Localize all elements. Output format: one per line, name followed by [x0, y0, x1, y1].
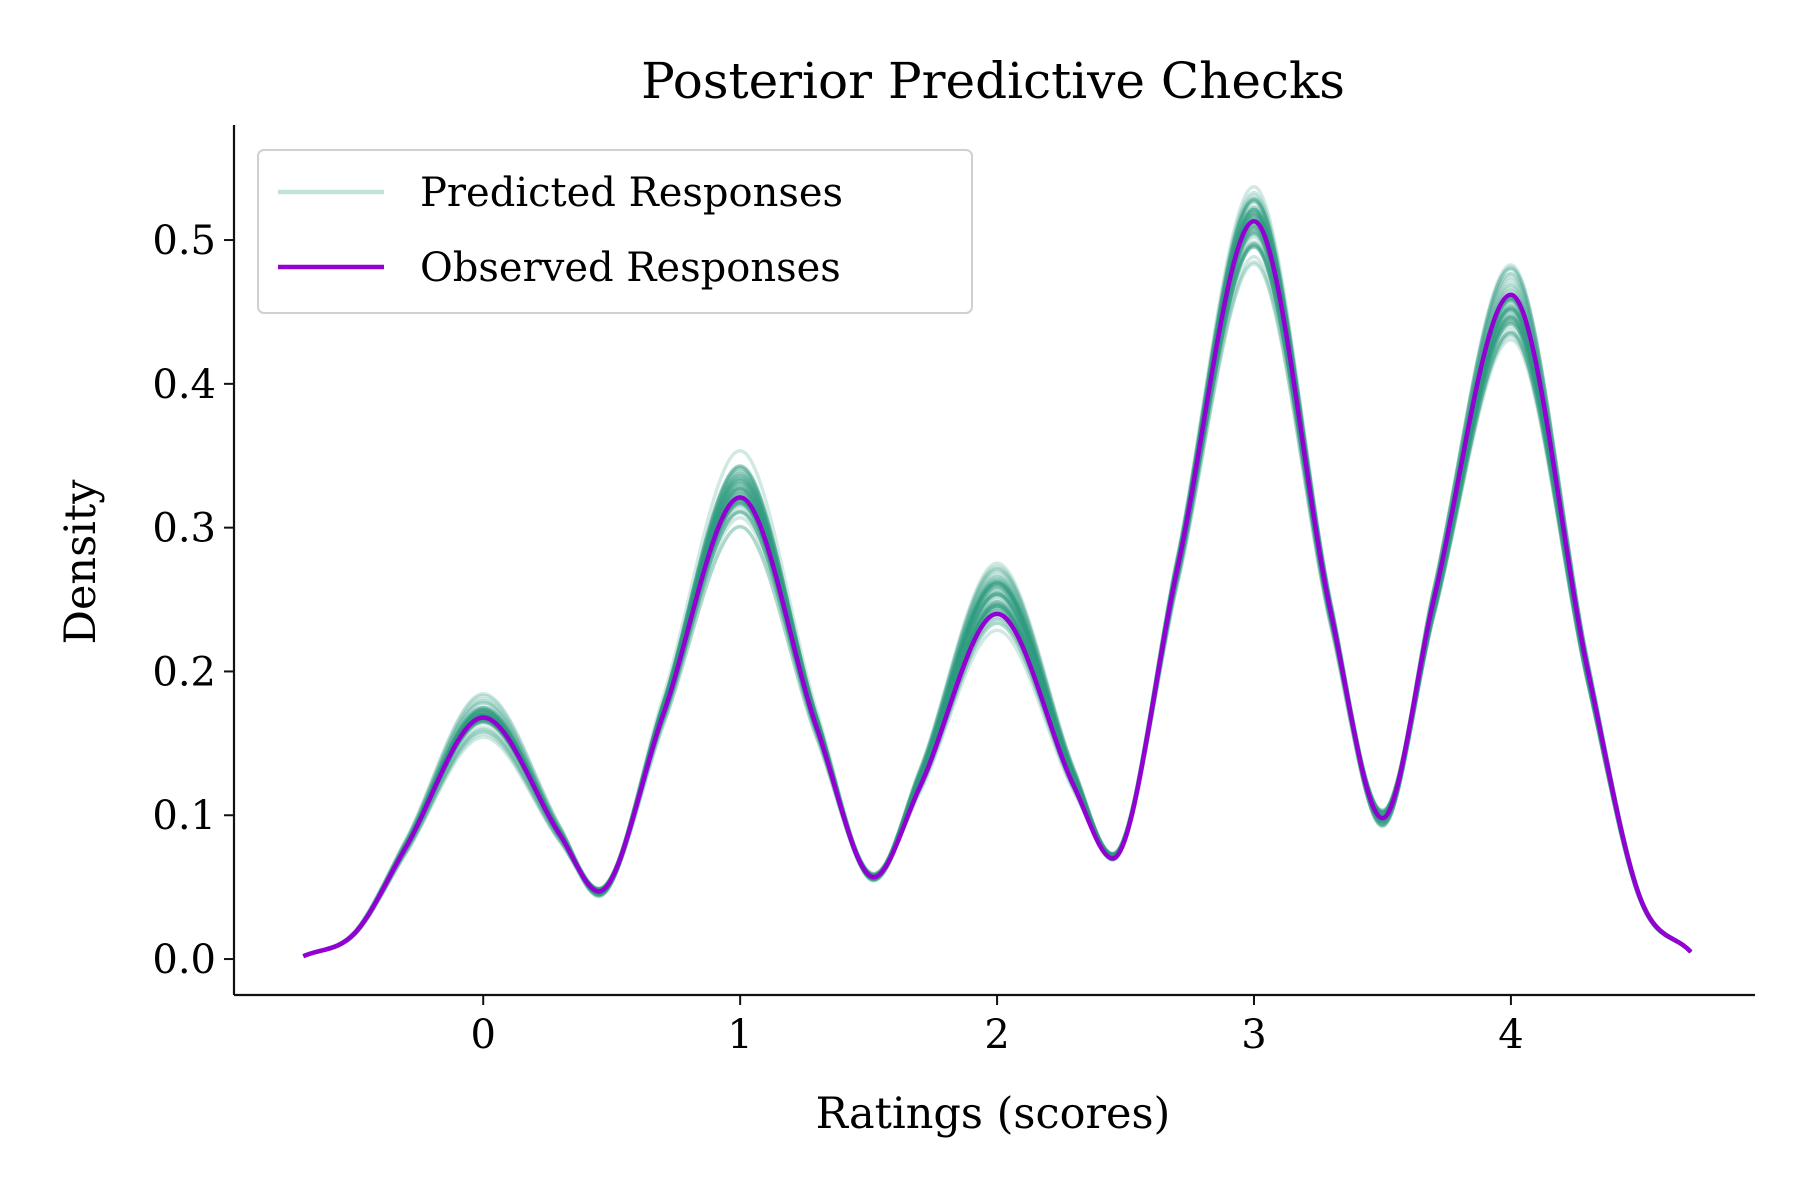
legend: Predicted Responses Observed Responses: [257, 149, 973, 314]
predicted-curve: [302, 207, 1693, 958]
y-tick-label: 0.2: [152, 649, 216, 695]
observed-curve: [302, 219, 1693, 959]
x-tick-label: 0: [470, 1012, 495, 1058]
predicted-curve: [302, 223, 1693, 958]
y-ticks: 0.0 0.1 0.2 0.3 0.4 0.5: [152, 218, 234, 983]
legend-label-predicted: Predicted Responses: [420, 170, 843, 216]
y-axis-label: Density: [56, 479, 106, 645]
x-tick-label: 3: [1241, 1012, 1266, 1058]
predicted-curve: [302, 210, 1693, 958]
x-tick-label: 2: [984, 1012, 1009, 1058]
x-ticks: 0 1 2 3 4: [470, 995, 1524, 1058]
y-tick-label: 0.5: [152, 218, 216, 264]
y-tick-label: 0.3: [152, 506, 216, 552]
x-axis-label: Ratings (scores): [816, 1089, 1171, 1139]
legend-label-observed: Observed Responses: [420, 245, 841, 291]
x-tick-label: 4: [1498, 1012, 1523, 1058]
chart-title: Posterior Predictive Checks: [641, 52, 1345, 110]
legend-frame: [257, 149, 973, 314]
y-tick-label: 0.0: [152, 937, 216, 983]
y-tick-label: 0.4: [152, 362, 216, 408]
predicted-curve: [302, 209, 1693, 958]
y-tick-label: 0.1: [152, 793, 216, 839]
x-tick-label: 1: [727, 1012, 752, 1058]
